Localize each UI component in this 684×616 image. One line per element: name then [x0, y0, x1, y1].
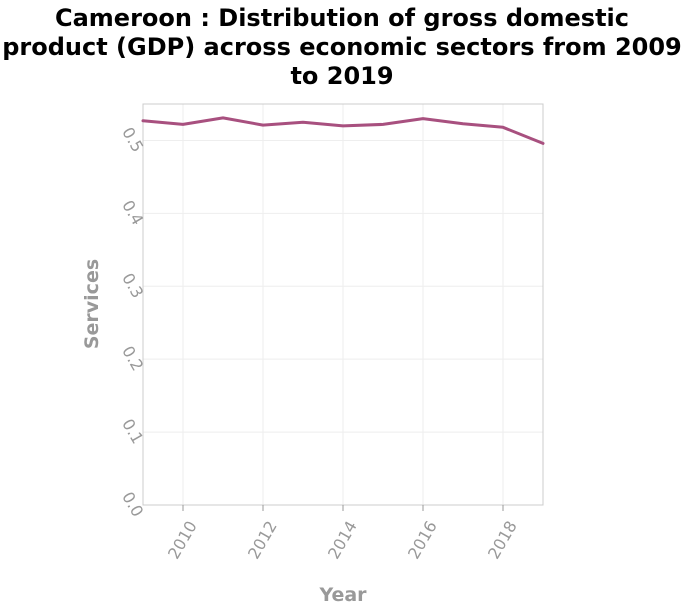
- series-line: [141, 116, 545, 145]
- y-axis-label: Services: [81, 259, 103, 349]
- series-layer: [141, 116, 545, 145]
- x-tick-label: 2018: [484, 518, 521, 563]
- x-tick-label: 2014: [324, 518, 361, 563]
- x-tick-label: 2016: [404, 518, 441, 563]
- x-axis-ticks: 2010 2012 2014 2016 2018: [164, 505, 521, 562]
- x-tick-label: 2010: [164, 518, 201, 563]
- grid-lines: [143, 104, 543, 506]
- x-tick-label: 2012: [244, 518, 281, 563]
- chart-title: Cameroon : Distribution of gross domesti…: [2, 4, 682, 90]
- x-axis-label: Year: [318, 584, 367, 606]
